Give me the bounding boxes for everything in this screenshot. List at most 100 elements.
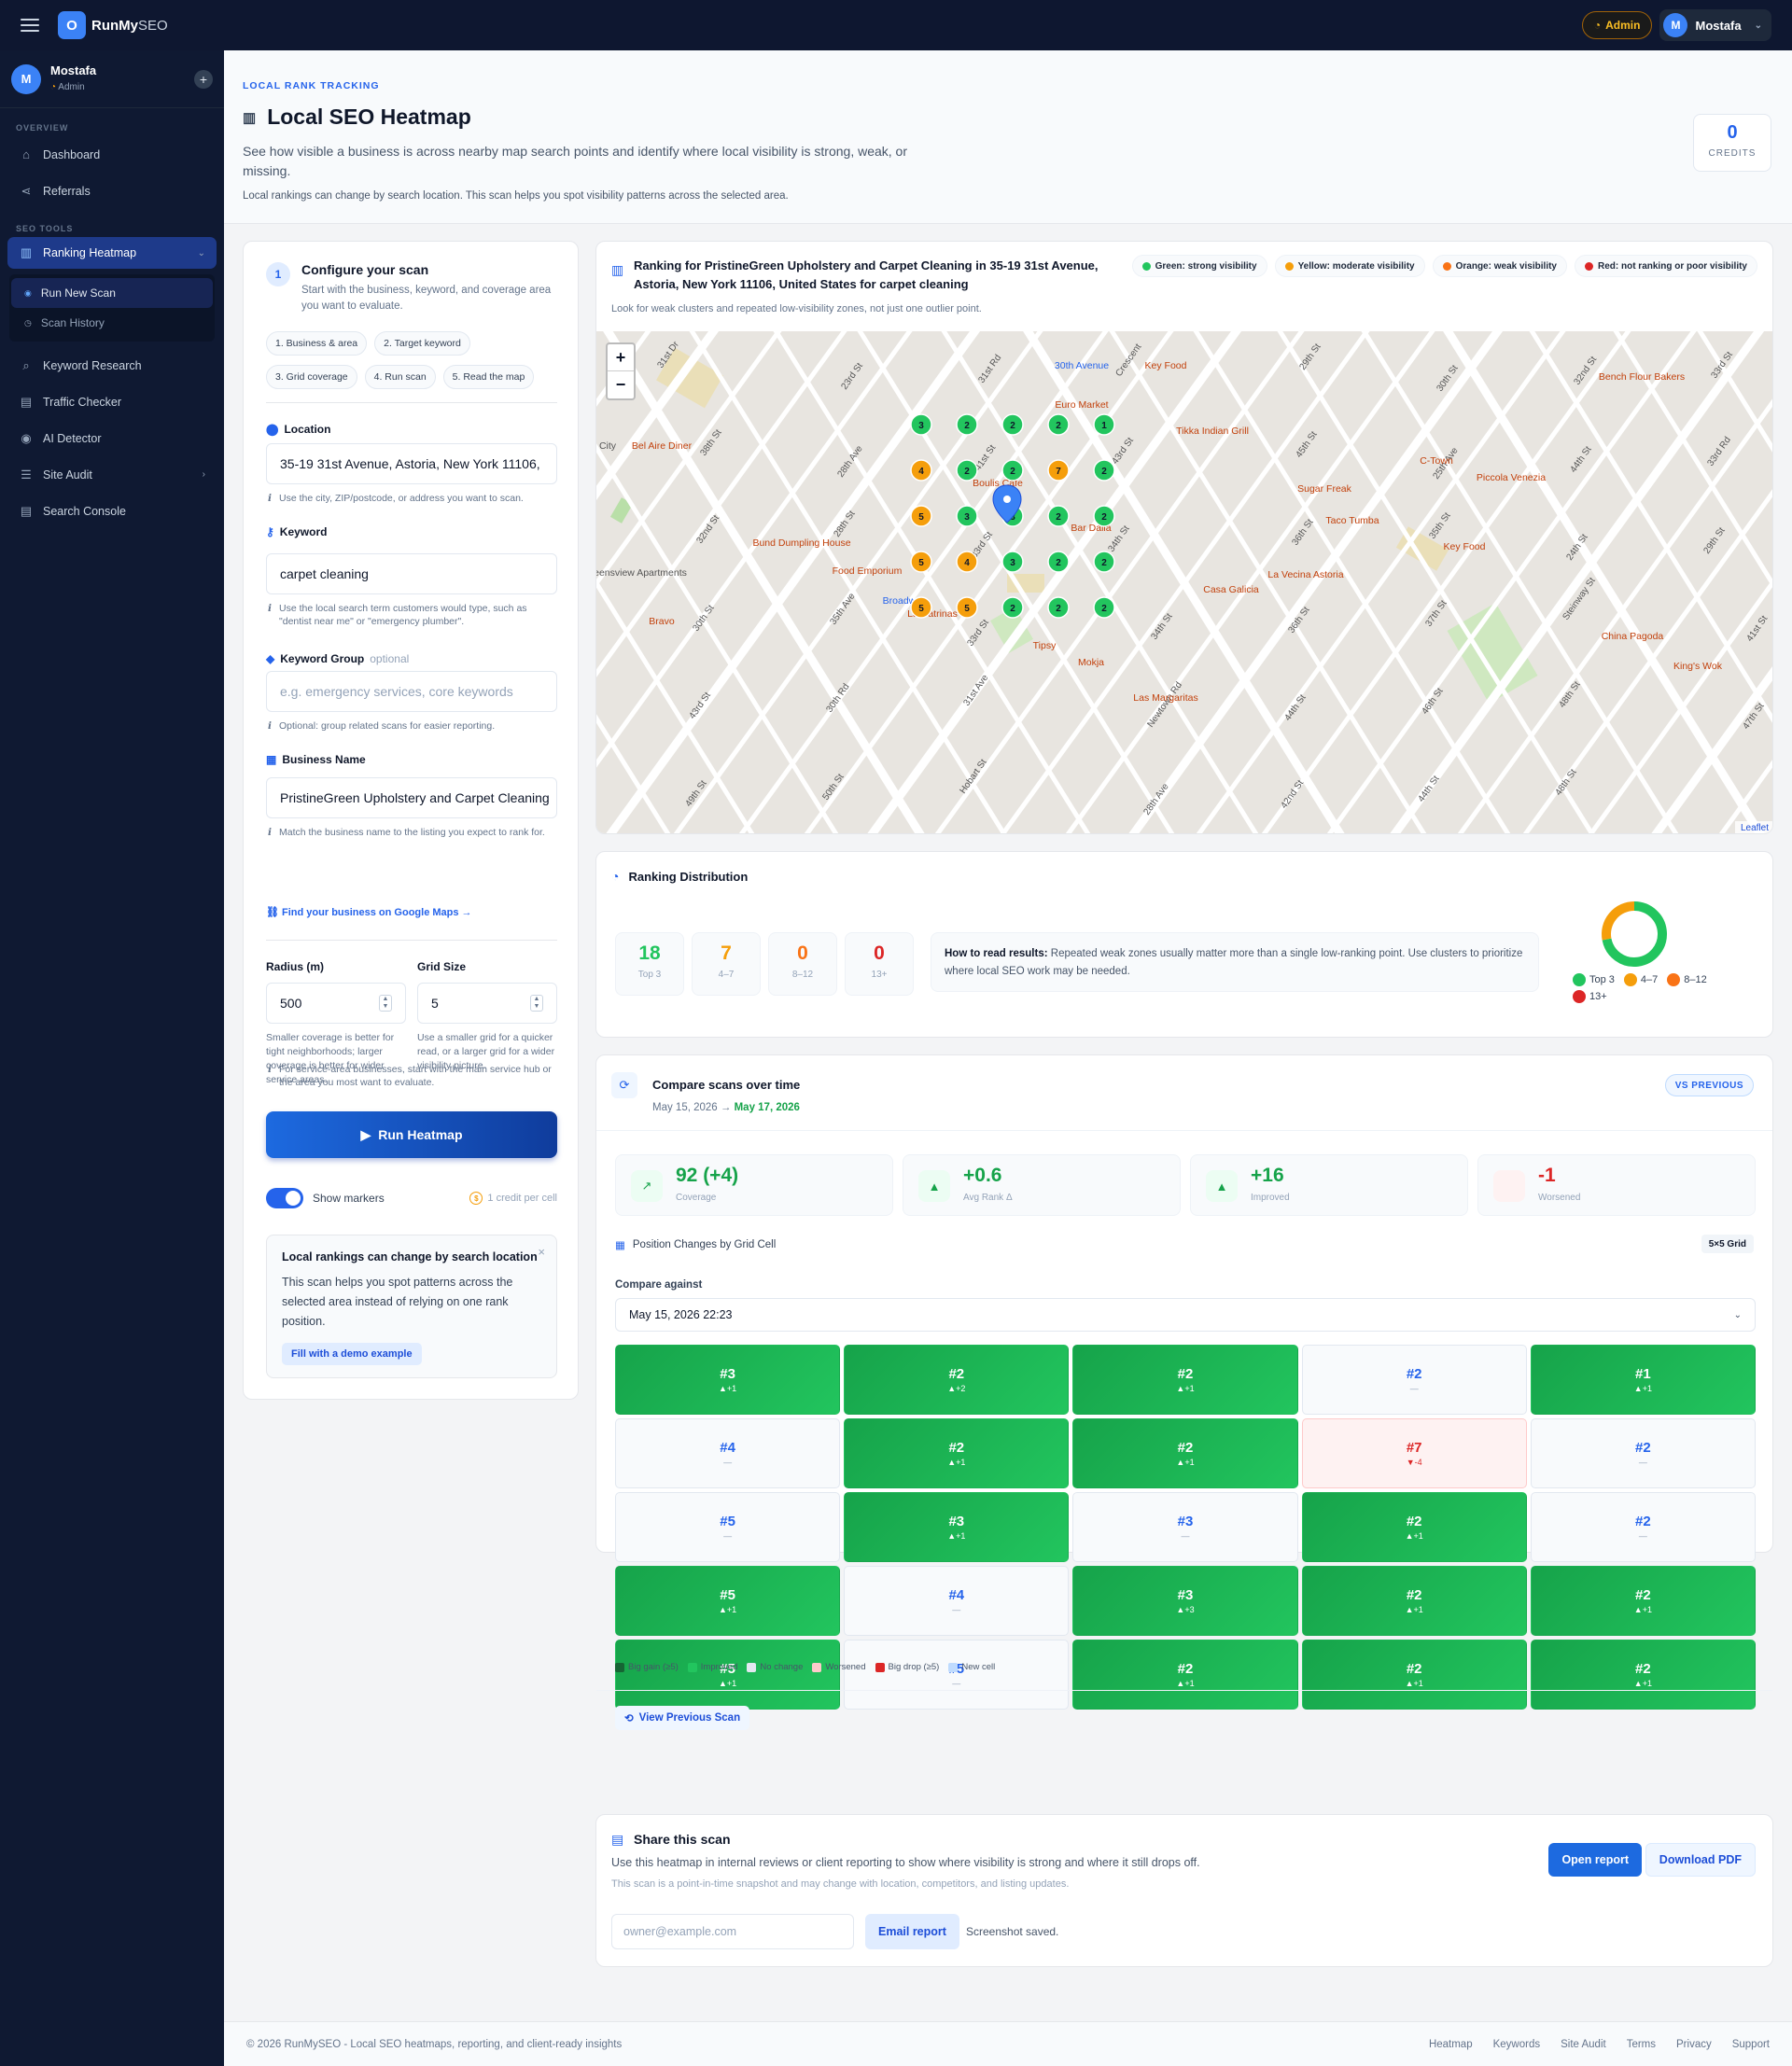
street	[1128, 331, 1504, 833]
grid-cell[interactable]: #4 —	[615, 1418, 841, 1488]
grid-cell[interactable]: #2 ▲+1	[844, 1418, 1070, 1488]
radius-input[interactable]: 500 ▲ ▼	[266, 983, 406, 1024]
grid-cell[interactable]: #2 ▲+2	[844, 1345, 1070, 1415]
grid-cell-rank: #2	[1635, 1440, 1651, 1456]
footer-link[interactable]: Keywords	[1492, 2038, 1541, 2050]
sidebar-item-site-audit[interactable]: ☰ Site Audit ›	[0, 456, 224, 493]
donut-legend-label: 4–7	[1640, 974, 1659, 985]
user-menu[interactable]: M Mostafa ⌄	[1659, 9, 1771, 41]
grid-cell[interactable]: #2 —	[1530, 1492, 1756, 1562]
footer-link[interactable]: Privacy	[1676, 2038, 1712, 2050]
business-name-input[interactable]: PristineGreen Upholstery and Carpet Clea…	[266, 777, 557, 818]
step-chip[interactable]: 4. Run scan	[364, 365, 436, 389]
grid-cell[interactable]: #3 —	[1072, 1492, 1298, 1562]
stat-label: 8–12	[791, 970, 814, 980]
footer-link[interactable]: Site Audit	[1561, 2038, 1606, 2050]
sidebar-item-keyword-research[interactable]: ⌕ Keyword Research	[0, 347, 224, 384]
footer-link[interactable]: Support	[1731, 2038, 1770, 2050]
grid-cell[interactable]: #2 —	[1530, 1418, 1756, 1488]
menu-icon[interactable]	[21, 19, 39, 32]
grid-cell[interactable]: #2 ▲+1	[1301, 1566, 1527, 1636]
admin-badge[interactable]: ◔ Admin	[1581, 11, 1653, 39]
grid-cell[interactable]: #5—	[844, 1640, 1070, 1710]
zoom-out-button[interactable]: −	[615, 375, 626, 394]
keyword-input[interactable]: carpet cleaning	[266, 553, 557, 594]
grid-cell[interactable]: #2 ▲+1	[1530, 1640, 1756, 1710]
location-input[interactable]: 35-19 31st Avenue, Astoria, New York 111…	[266, 443, 557, 484]
grid-size-input[interactable]: 5 ▲ ▼	[417, 983, 557, 1024]
legend-swatch	[875, 1662, 885, 1672]
sidebar-item-traffic-checker[interactable]: ▤ Traffic Checker	[0, 384, 224, 420]
grid-cell-change: —	[1181, 1531, 1190, 1541]
sidebar-subitem-run-new-scan[interactable]: ◉ Run New Scan	[11, 278, 213, 308]
grid-cell[interactable]: #1 ▲+1	[1530, 1345, 1756, 1415]
show-markers-toggle[interactable]	[266, 1188, 303, 1208]
grid-cell[interactable]: #2 ▲+1	[1301, 1492, 1527, 1562]
grid-cell[interactable]: #4 —	[844, 1566, 1070, 1636]
grid-cell[interactable]: #3 ▲+1	[844, 1492, 1070, 1562]
grid-cell-rank: #3	[1177, 1587, 1194, 1603]
heatmap-map[interactable]: 31st Dr 23rd St 31st Rd Crescent 29th St 30th…	[596, 331, 1773, 834]
demo-example-button[interactable]: Fill with a demo example	[282, 1343, 422, 1365]
sidebar-item-ai-detector[interactable]: ◉ AI Detector	[0, 420, 224, 456]
sidebar-item-ranking-heatmap[interactable]: ▥ Ranking Heatmap ⌄	[7, 237, 217, 269]
search-icon: ⌕	[22, 357, 30, 372]
step-chip[interactable]: 3. Grid coverage	[266, 365, 357, 389]
step-chip[interactable]: 2. Target keyword	[374, 331, 470, 356]
google-maps-link[interactable]: ⛓ Find your business on Google Maps →	[266, 906, 472, 918]
show-markers-label: Show markers	[313, 1192, 385, 1205]
add-icon[interactable]: +	[194, 69, 213, 89]
grid-cell[interactable]: #5 ▲+1	[615, 1566, 841, 1636]
sidebar-subitem-scan-history[interactable]: ◷ Scan History	[11, 308, 213, 338]
sidebar-item-dashboard[interactable]: ⌂ Dashboard	[0, 136, 224, 173]
location-label: ⬤ Location	[266, 423, 330, 436]
legend-label: Orange: weak visibility	[1455, 260, 1557, 272]
grid-cell[interactable]: #5—	[615, 1492, 841, 1562]
legend-label: Yellow: moderate visibility	[1297, 260, 1415, 272]
grid-cell-change: ▲+1	[1405, 1531, 1423, 1541]
map-attribution[interactable]: Leaflet	[1734, 821, 1772, 833]
run-heatmap-button[interactable]: ▶ Run Heatmap	[266, 1111, 557, 1158]
grid-cell[interactable]: #2 ▲+1	[1530, 1566, 1756, 1636]
stepper-icon[interactable]: ▲ ▼	[530, 995, 543, 1012]
grid-cell[interactable]: #5 ▲+1	[615, 1640, 841, 1710]
rank-marker-label: 4	[918, 467, 924, 477]
grid-cell[interactable]: #2 —	[1301, 1345, 1527, 1415]
vs-previous-badge[interactable]: VS PREVIOUS	[1664, 1074, 1754, 1096]
grid-cell[interactable]: #3 ▲+1	[615, 1345, 841, 1415]
stepper-icon[interactable]: ▲ ▼	[379, 995, 392, 1012]
grid-cell[interactable]: #7 ▼-4	[1301, 1418, 1527, 1488]
footer-link[interactable]: Heatmap	[1428, 2038, 1473, 2050]
place-label: Euro Market	[1055, 399, 1108, 411]
open-report-button[interactable]: Open report	[1548, 1843, 1642, 1877]
keyword-group-input[interactable]: e.g. emergency services, core keywords	[266, 671, 557, 712]
street-label: 33rd St	[965, 618, 991, 649]
grid-cell[interactable]: #2 ▲+1	[1072, 1345, 1298, 1415]
grid-cell[interactable]: #2 ▲+1	[1301, 1640, 1527, 1710]
grid-cell[interactable]: #3 ▲+3	[1072, 1566, 1298, 1636]
close-icon[interactable]: ×	[538, 1245, 545, 1259]
cell-legend-label: Big gain (≥5)	[628, 1662, 679, 1672]
email-report-button[interactable]: Email report	[865, 1914, 959, 1949]
email-input[interactable]: owner@example.com	[611, 1914, 854, 1949]
grid-cell-change: ▲+1	[719, 1679, 737, 1688]
step-chip[interactable]: 1. Business & area	[266, 331, 368, 356]
sidebar-item-referrals[interactable]: ⋖ Referrals	[0, 173, 224, 209]
download-pdf-button[interactable]: Download PDF	[1645, 1843, 1756, 1877]
grid-cell[interactable]: #2 ▲+1	[1072, 1418, 1298, 1488]
view-previous-scan-button[interactable]: ⟲ View Previous Scan	[615, 1706, 750, 1730]
brand-name[interactable]: RunMySEO	[91, 18, 168, 34]
grid-cell-change: ▲+1	[719, 1384, 737, 1393]
zoom-in-button[interactable]: +	[608, 344, 634, 371]
step-chip[interactable]: 5. Read the map	[442, 365, 535, 389]
compare-against-select[interactable]: May 15, 2026 22:23 ⌄	[615, 1298, 1756, 1332]
grid-icon: ▦	[615, 1240, 625, 1251]
street	[941, 331, 1259, 833]
map-card: ▥ Ranking for PristineGreen Upholstery a…	[595, 241, 1773, 834]
rank-marker	[1093, 459, 1115, 482]
grid-cell[interactable]: #2 ▲+1	[1072, 1640, 1298, 1710]
kpi-value: -1	[1538, 1165, 1556, 1186]
footer-link[interactable]: Terms	[1626, 2038, 1657, 2050]
sidebar-item-search-console[interactable]: ▤ Search Console	[0, 493, 224, 529]
